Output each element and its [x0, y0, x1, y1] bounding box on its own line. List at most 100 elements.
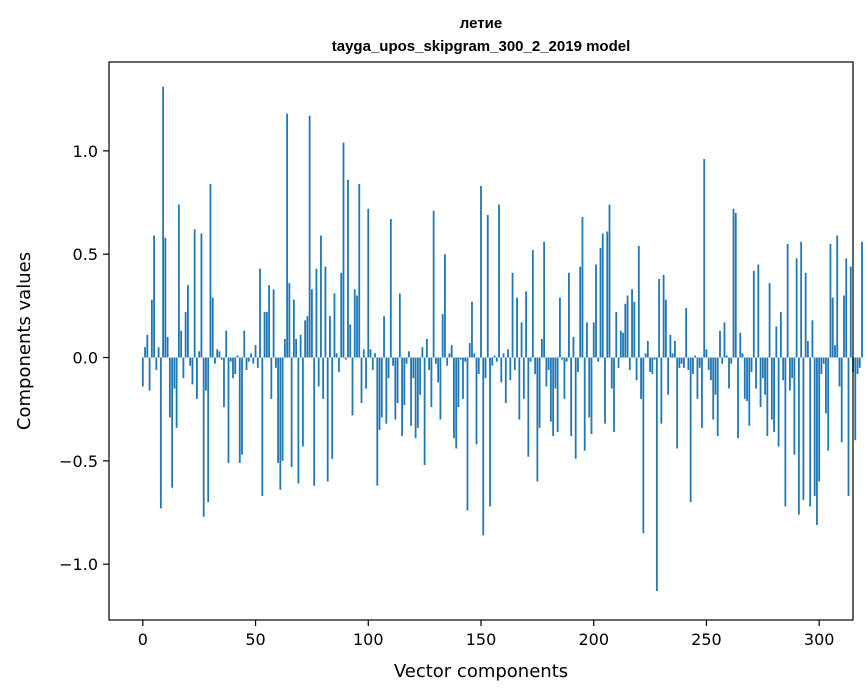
- bar-311: [843, 295, 845, 358]
- bar-102: [371, 357, 374, 370]
- bar-217: [631, 289, 633, 358]
- bar-5: [153, 235, 155, 358]
- bar-79: [320, 235, 322, 358]
- bar-225: [649, 357, 651, 372]
- x-axis-label: Vector components: [394, 661, 568, 682]
- bar-92: [349, 324, 352, 358]
- bar-235: [671, 353, 674, 358]
- bar-204: [601, 233, 604, 358]
- bar-210: [615, 312, 618, 358]
- bar-238: [678, 357, 681, 368]
- bar-154: [489, 357, 491, 507]
- bar-55: [265, 312, 268, 358]
- bar-245: [694, 355, 697, 358]
- bar-21: [189, 357, 192, 366]
- bar-43: [238, 357, 241, 463]
- bar-312: [845, 258, 848, 358]
- bar-97: [360, 357, 363, 403]
- x-tick-label: 50: [245, 630, 265, 649]
- bar-254: [714, 357, 717, 395]
- bar-285: [784, 357, 787, 507]
- bar-266: [741, 353, 744, 358]
- bar-78: [317, 357, 320, 387]
- bar-12: [168, 357, 171, 418]
- bar-179: [545, 357, 548, 387]
- bar-292: [800, 241, 803, 358]
- bar-316: [854, 357, 857, 441]
- bar-184: [556, 357, 559, 432]
- bar-29: [207, 357, 210, 503]
- bar-264: [737, 357, 739, 439]
- bar-41: [234, 357, 237, 375]
- bar-306: [831, 297, 834, 358]
- bar-83: [329, 316, 331, 358]
- bar-219: [635, 357, 638, 381]
- bar-319: [861, 241, 863, 358]
- bar-153: [486, 214, 489, 358]
- bar-101: [369, 349, 372, 358]
- y-tick-label: −1.0: [59, 555, 98, 574]
- bar-105: [378, 357, 381, 430]
- bar-246: [696, 357, 699, 399]
- bar-193: [577, 357, 579, 372]
- bar-165: [513, 357, 516, 370]
- bar-242: [687, 357, 690, 370]
- bar-239: [680, 357, 683, 364]
- bar-99: [365, 357, 367, 389]
- bar-283: [779, 312, 782, 358]
- bar-128: [430, 357, 433, 408]
- bar-159: [500, 357, 503, 383]
- bar-9: [162, 86, 165, 358]
- bar-194: [579, 266, 582, 358]
- bar-300: [818, 357, 821, 482]
- bar-39: [229, 357, 232, 362]
- bar-261: [730, 357, 733, 364]
- bar-65: [288, 283, 291, 358]
- bar-134: [444, 254, 446, 358]
- bar-116: [403, 357, 406, 406]
- bar-36: [223, 357, 225, 408]
- bar-309: [838, 357, 841, 387]
- bar-11: [166, 336, 169, 358]
- bar-228: [655, 357, 658, 592]
- bar-275: [761, 357, 764, 379]
- bar-203: [599, 248, 602, 358]
- plot-frame: [108, 61, 854, 621]
- y-tick-label: 0.5: [73, 245, 98, 264]
- bar-45: [243, 330, 246, 358]
- bar-122: [416, 357, 419, 428]
- bar-291: [797, 357, 800, 515]
- bar-247: [698, 357, 701, 368]
- bar-129: [432, 210, 435, 358]
- bar-152: [484, 357, 487, 379]
- bar-207: [608, 204, 611, 358]
- bar-299: [816, 357, 818, 525]
- bar-2: [146, 334, 149, 358]
- bar-86: [335, 353, 338, 358]
- bar-230: [660, 357, 663, 424]
- bar-68: [295, 338, 298, 358]
- bar-107: [383, 316, 385, 358]
- bar-173: [531, 250, 534, 358]
- bar-131: [437, 357, 440, 383]
- bar-148: [475, 357, 478, 445]
- bar-0: [141, 357, 144, 387]
- bar-290: [795, 258, 798, 358]
- bar-310: [840, 357, 843, 443]
- bar-284: [782, 357, 785, 381]
- bar-7: [157, 347, 160, 358]
- bar-73: [306, 316, 309, 358]
- bar-250: [705, 349, 708, 358]
- bar-222: [642, 357, 645, 534]
- bar-111: [392, 357, 394, 366]
- chart-title-line-1: летие: [460, 15, 502, 32]
- bar-10: [164, 237, 167, 358]
- bar-156: [493, 355, 496, 358]
- bar-33: [216, 349, 219, 358]
- bar-259: [725, 355, 728, 358]
- bar-58: [272, 289, 275, 358]
- bar-81: [324, 266, 327, 358]
- bar-257: [721, 357, 724, 364]
- bar-296: [809, 357, 812, 507]
- bar-40: [232, 357, 234, 379]
